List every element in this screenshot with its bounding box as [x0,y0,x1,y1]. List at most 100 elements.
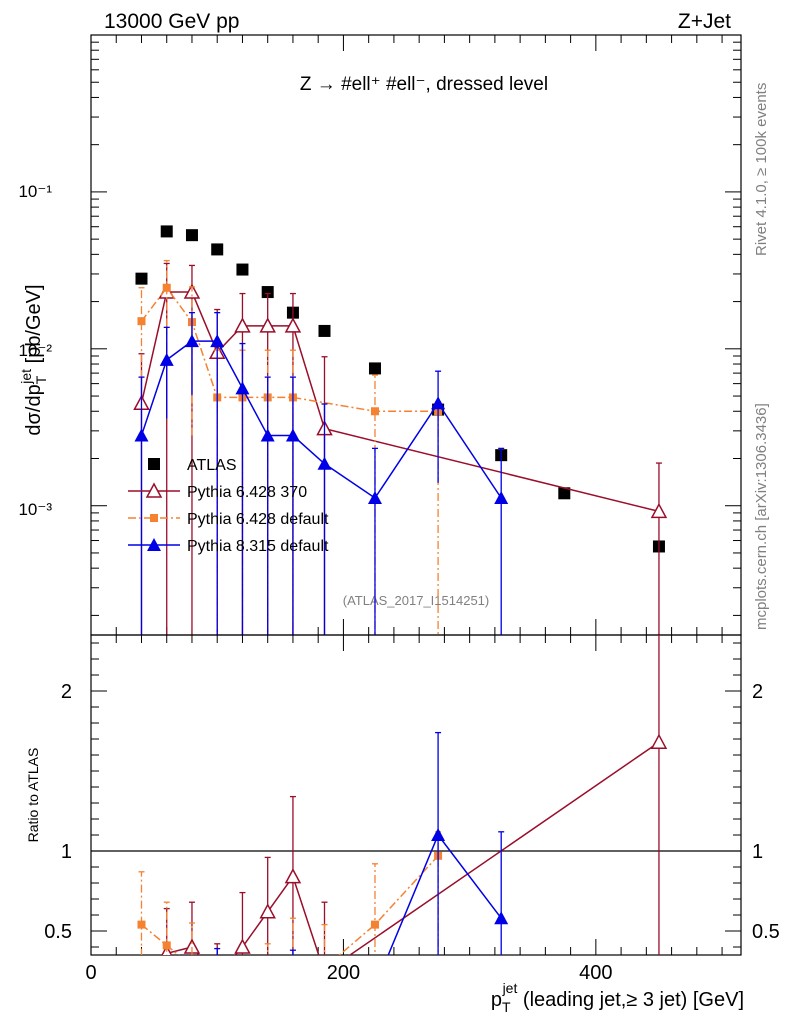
point-pythia-8-315-default [367,490,382,504]
ratio-ytick-label-right: 2 [752,681,763,703]
point-pythia-8-315-default [134,428,149,442]
point-pythia-8-315-default [235,381,250,395]
point-pythia-8-315-default [260,428,275,442]
ratio-ytick-label-right: 0.5 [752,921,780,943]
ratio-frame [90,634,742,956]
ratio-axis-ticks: 0.5 0.5 1 1 2 2 0 200 400 [44,635,780,984]
ratio-point-pythia-8-315-default [235,975,249,988]
ratio-point-pythia-8-315-default [431,828,446,841]
ratio-ytick-label-left: 0.5 [44,921,72,943]
ratio-series-pythia-8-315-default [134,731,509,1001]
point-atlas [185,229,198,242]
main-series-clipped [133,225,668,635]
ratio-point-pythia-6-428-default [137,920,146,929]
point-atlas [135,272,148,285]
point-atlas [211,243,224,256]
point-pythia-8-315-default [159,352,174,366]
point-atlas [318,324,331,337]
main-series [133,225,668,635]
ratio-point-pythia-8-315-default [494,911,509,925]
ratio-series-pythia-6-428-370 [134,635,668,991]
ratio-point-pythia-8-315-default [160,980,174,993]
point-pythia-8-315-default [285,428,300,442]
ytick-label-1e-3: 10⁻³ [18,500,52,519]
point-pythia-6-428-370 [284,317,302,333]
ratio-point-pythia-6-428-default [264,973,272,981]
ratio-point-pythia-8-315-default [261,985,275,998]
point-atlas [261,286,274,299]
rivet-label: Rivet 4.1.0, ≥ 100k events [753,83,770,256]
point-pythia-8-315-default [317,456,332,470]
ytick-label-1e-1: 10⁻¹ [18,182,52,201]
ratio-point-pythia-6-428-370 [284,868,302,884]
ratio-series [134,635,668,1001]
ratio-point-pythia-6-428-default [213,989,221,997]
point-pythia-6-428-default [370,407,379,416]
ratio-point-pythia-6-428-default [162,941,171,950]
header-process: Z+Jet [678,10,731,33]
point-pythia-8-315-default [494,490,509,504]
point-pythia-8-315-default [210,334,225,348]
point-pythia-8-315-default [431,396,446,410]
ratio-point-pythia-6-428-370 [650,733,668,749]
analysis-tag: (ATLAS_2017_I1514251) [343,593,489,608]
legend-marker-pythia-6-428-default [150,514,158,522]
ratio-point-pythia-6-428-default [370,920,379,929]
xtick-label: 400 [579,962,612,984]
legend-label-atlas: ATLAS [187,457,237,474]
legend-marker-pythia-6-428-370 [145,482,163,498]
point-atlas [558,487,571,500]
legend-label-pythia-6-428-370: Pythia 6.428 370 [187,484,307,501]
point-pythia-6-428-370 [259,317,276,333]
ratio-point-pythia-8-315-default [134,988,148,1001]
x-axis-label-text: pTjet (leading jet,≥ 3 jet) [GeV] [491,980,744,1015]
legend: ATLAS Pythia 6.428 370 Pythia 6.428 defaul… [128,457,329,555]
ratio-point-pythia-6-428-370 [210,969,224,982]
x-axis-label: pTjet (leading jet,≥ 3 jet) [GeV] [491,980,744,1015]
ratio-ytick-label-left: 1 [61,841,72,863]
legend-marker-pythia-8-315-default [147,538,161,551]
ratio-point-pythia-6-428-370 [134,978,148,991]
series-line-pythia-6-428-370 [140,291,660,513]
point-pythia-6-428-default [162,283,171,292]
point-pythia-6-428-370 [650,502,668,519]
point-pythia-6-428-default [137,317,146,326]
series-pythia-8-315-default [134,312,509,635]
point-pythia-8-315-default [184,334,199,348]
ratio-point-pythia-6-428-default [289,961,297,969]
main-ylabel-text: dσ/dpTjet [pb/GeV] [18,284,49,435]
xtick-label: 0 [85,962,96,984]
ratio-line-pythia-8-315-default [387,833,502,955]
legend-marker-atlas [148,458,160,470]
ratio-point-pythia-6-428-370 [259,903,276,919]
ytick-label-1e-2: 10⁻² [18,341,52,360]
ratio-point-pythia-8-315-default [185,970,199,983]
ratio-series-pythia-6-428-default [137,831,443,997]
ratio-point-pythia-6-428-370 [234,938,251,954]
point-atlas [368,362,381,375]
ratio-point-pythia-8-315-default [286,978,300,991]
point-pythia-6-428-370 [234,317,251,333]
legend-label-pythia-8-315-default: Pythia 8.315 default [187,538,329,555]
ratio-ytick-label-right: 1 [752,841,763,863]
legend-label-pythia-6-428-default: Pythia 6.428 default [187,511,329,528]
ratio-ytick-label-left: 2 [61,681,72,703]
series-line-pythia-6-428-default [140,286,439,413]
ratio-point-pythia-6-428-default [188,962,196,970]
main-title: Z → #ell⁺ #ell⁻, dressed level [300,74,548,95]
series-pythia-6-428-370 [133,262,668,635]
main-ylabel: dσ/dpTjet [pb/GeV] [18,284,49,435]
ratio-point-pythia-8-315-default [210,962,224,975]
source-label: mcplots.cern.ch [arXiv:1306.3436] [753,403,770,630]
xtick-label: 200 [327,962,360,984]
ratio-ylabel: Ratio to ATLAS [25,748,41,843]
point-atlas [160,225,173,238]
main-panel: Z → #ell⁺ #ell⁻, dressed level (ATLAS_20… [18,34,742,636]
ratio-panel: 0.5 0.5 1 1 2 2 0 200 400 Ratio to ATLAS pTjet (… [25,634,780,1015]
ratio-series-clipped [134,635,668,1001]
point-atlas [236,263,249,276]
ratio-point-pythia-6-428-default [238,983,246,991]
main-axis-ticks [90,34,741,635]
ratio-point-pythia-8-315-default [368,980,382,993]
